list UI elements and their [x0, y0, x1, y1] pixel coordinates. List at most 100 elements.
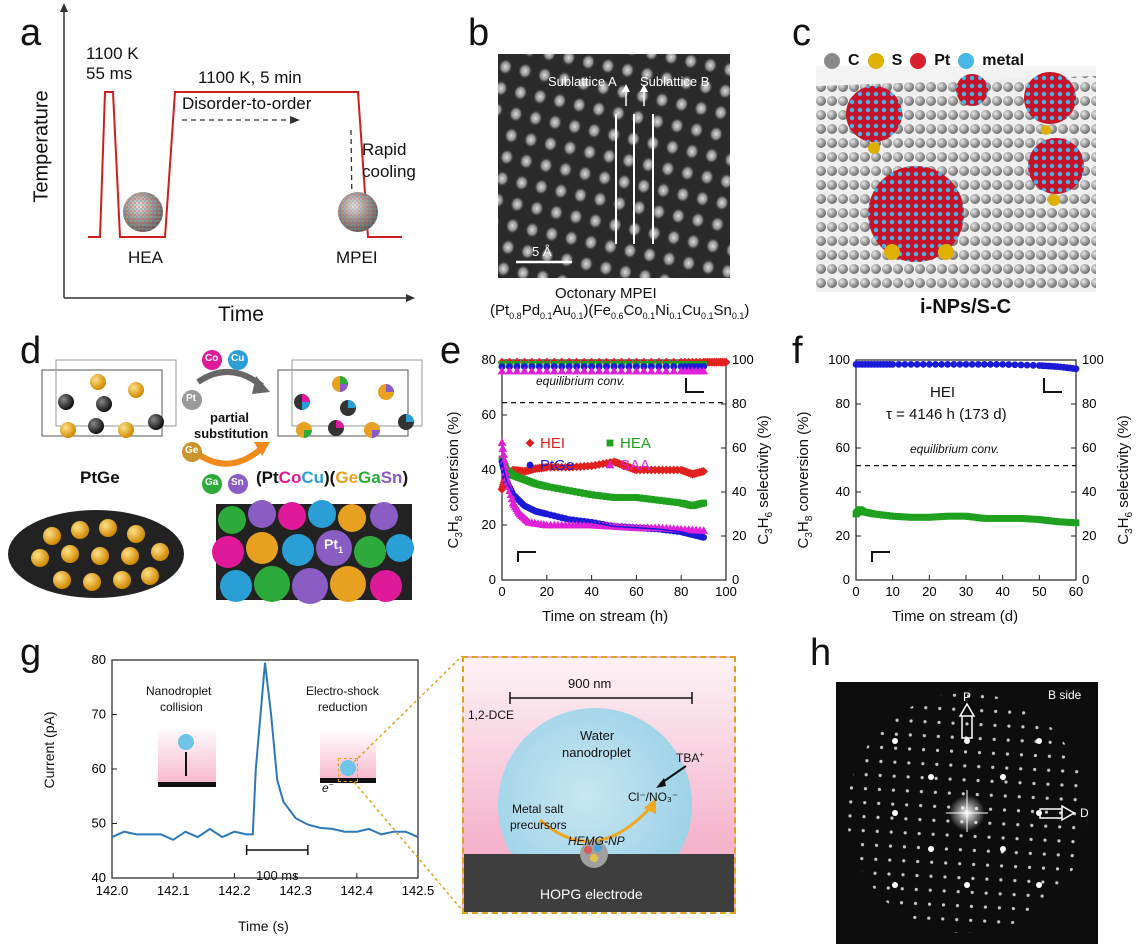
y-tick-label: 40 — [92, 870, 106, 885]
x-tick-label: 142.5 — [402, 883, 435, 898]
x-tick-label: 142.2 — [218, 883, 251, 898]
legend-label: HEA — [620, 435, 651, 452]
d-atom-ga: Ga — [205, 477, 219, 488]
data-point — [580, 489, 588, 497]
data-point — [625, 363, 633, 370]
b-caption1: Octonary MPEI — [555, 285, 657, 302]
data-point — [565, 363, 573, 370]
x-tick-label: 142.3 — [279, 883, 312, 898]
data-point — [507, 494, 517, 503]
data-point — [661, 366, 671, 375]
y-tick-label-right: 100 — [1082, 352, 1104, 367]
x-tick-label: 50 — [1032, 584, 1046, 599]
a-anneal-top: 1100 K, 5 min — [198, 68, 302, 87]
data-point — [621, 494, 629, 501]
b-stem-image — [498, 54, 730, 278]
x-tick-label: 142.4 — [341, 883, 374, 898]
y-tick-label-left: 60 — [482, 407, 496, 422]
data-point — [932, 361, 939, 368]
data-point — [569, 487, 577, 495]
g-electron: e− — [322, 780, 334, 795]
data-point — [590, 460, 600, 470]
a-y-arrow — [60, 3, 68, 12]
data-point — [1072, 519, 1080, 527]
e-ylabel-right: C3H6 selectivity (%) — [755, 415, 775, 545]
left-axis-indicator — [871, 551, 890, 562]
c-model-image — [816, 66, 1096, 292]
y-tick-label-left: 0 — [489, 572, 496, 587]
g-timescale: 100 ms — [256, 868, 299, 883]
g-tba: TBA+ — [676, 750, 705, 765]
x-tick-label: 142.0 — [96, 883, 129, 898]
f-xlabel: Time on stream (d) — [892, 608, 1019, 625]
c-np-right — [1028, 138, 1084, 194]
c-legend-swatch-pt — [910, 53, 927, 69]
panel-label-a: a — [20, 12, 42, 54]
panel-a-plot — [60, 3, 415, 302]
panel-d: d — [0, 330, 430, 630]
data-point — [655, 496, 663, 504]
ptge-fit-line — [501, 461, 704, 539]
a-temperature-profile — [88, 91, 402, 238]
left-axis-indicator — [517, 551, 536, 562]
x-tick-label: 0 — [498, 584, 505, 599]
a-disorder-arrowhead — [290, 116, 300, 124]
data-point — [594, 460, 604, 469]
g-droplet-on-electrode — [340, 760, 356, 776]
data-point — [521, 363, 528, 370]
data-point — [573, 363, 581, 370]
b-sublattice-b: Sublattice B — [640, 74, 710, 89]
data-point — [610, 494, 618, 501]
y-tick-label-left: 0 — [843, 572, 850, 587]
data-point — [700, 363, 707, 370]
g-zoom-box — [338, 758, 358, 782]
y-tick-label-right: 20 — [732, 528, 746, 543]
data-point — [901, 361, 909, 368]
data-point — [564, 366, 574, 375]
g-collision-arrow — [185, 752, 187, 776]
panel-label-f: f — [792, 330, 803, 372]
data-point — [614, 494, 622, 501]
data-point — [618, 494, 625, 501]
data-point — [644, 495, 651, 503]
data-point — [1023, 361, 1031, 369]
d-left-name: PtGe — [80, 468, 120, 487]
data-point — [594, 366, 604, 375]
data-point — [543, 363, 551, 370]
data-point — [666, 498, 674, 506]
c-legend-swatch-metal — [958, 53, 975, 69]
y-tick-label: 80 — [92, 652, 106, 667]
data-point — [535, 363, 543, 370]
y-tick-label-left: 80 — [836, 396, 850, 411]
y-tick-label-left: 20 — [482, 517, 496, 532]
f-ylabel-left: C3H8 conversion (%) — [795, 411, 815, 549]
data-point — [599, 492, 607, 500]
chart-g: 142.0 142.1 142.2 142.3 142.4 142.5 40 50 60 70 80 — [92, 652, 435, 898]
d-atom-cu: Cu — [231, 353, 245, 364]
data-point — [588, 363, 595, 370]
data-point — [1005, 361, 1013, 368]
legend-marker — [525, 438, 535, 448]
x-tick-label: 80 — [674, 584, 688, 599]
data-point — [662, 497, 670, 505]
data-point — [573, 488, 581, 496]
c-np-large — [868, 166, 964, 262]
a-pulse-bottom: 55 ms — [86, 64, 133, 83]
data-point — [550, 363, 558, 370]
g-salt2: precursors — [510, 818, 567, 832]
data-point — [655, 363, 663, 370]
data-point — [499, 450, 508, 458]
data-point — [699, 366, 708, 375]
y-tick-label-right: 80 — [732, 396, 746, 411]
data-point — [557, 366, 567, 375]
a-end-name: MPEI — [336, 248, 378, 267]
c-np-top — [956, 74, 988, 106]
data-point — [670, 363, 678, 370]
y-tick-label-right: 40 — [732, 484, 746, 499]
panel-label-c: c — [792, 12, 811, 54]
legend-marker — [526, 461, 534, 469]
d-formula: (PtCoCu)(GeGaSn) — [256, 468, 409, 487]
right-axis-indicator — [1043, 378, 1062, 393]
data-point — [646, 366, 656, 375]
data-point — [513, 363, 521, 370]
